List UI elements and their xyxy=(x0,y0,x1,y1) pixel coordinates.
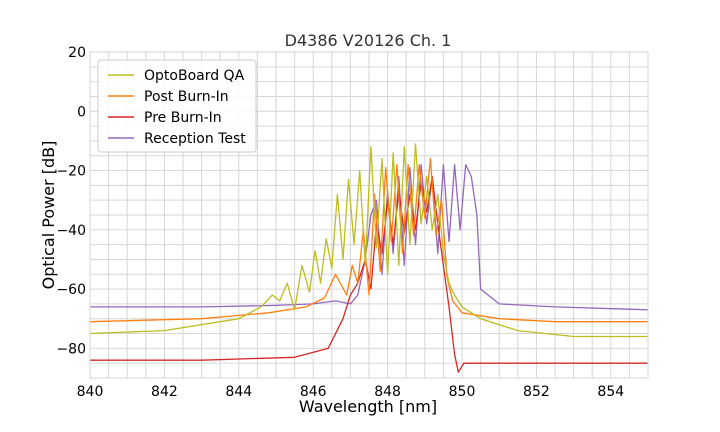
y-tick-label: −80 xyxy=(56,341,86,357)
y-tick-label: 0 xyxy=(77,104,86,120)
series-line-reception-test xyxy=(90,163,648,311)
legend-label: OptoBoard QA xyxy=(144,68,245,84)
legend-box xyxy=(97,59,257,153)
legend-label: Post Burn-In xyxy=(144,89,229,105)
x-tick-label: 850 xyxy=(449,384,476,400)
series-line-optoboard-qa xyxy=(90,143,648,338)
x-tick-label: 852 xyxy=(523,384,550,400)
y-tick-label: −60 xyxy=(56,282,86,298)
legend: OptoBoard QA Post Burn-In Pre Burn-In Recep… xyxy=(97,59,257,153)
x-tick-label: 848 xyxy=(374,384,401,400)
y-tick-label: −20 xyxy=(56,164,86,180)
x-tick-label: 846 xyxy=(300,384,327,400)
chart-title: D4386 V20126 Ch. 1 xyxy=(285,31,452,50)
x-tick-label: 844 xyxy=(225,384,252,400)
y-tick-label: −40 xyxy=(56,223,86,239)
series-group xyxy=(90,143,648,373)
tick-labels: 840 842 844 846 848 850 852 854 20 0 −20 −40 −60 −80 xyxy=(56,45,624,400)
y-tick-label: 20 xyxy=(68,45,86,61)
x-tick-label: 854 xyxy=(597,384,624,400)
y-axis-label: Optical Power [dB] xyxy=(39,141,58,290)
legend-label: Pre Burn-In xyxy=(144,110,222,126)
x-tick-label: 840 xyxy=(77,384,104,400)
legend-label: Reception Test xyxy=(144,131,246,147)
plot-frame xyxy=(89,51,649,379)
x-axis-label: Wavelength [nm] xyxy=(299,397,437,416)
x-tick-label: 842 xyxy=(151,384,178,400)
